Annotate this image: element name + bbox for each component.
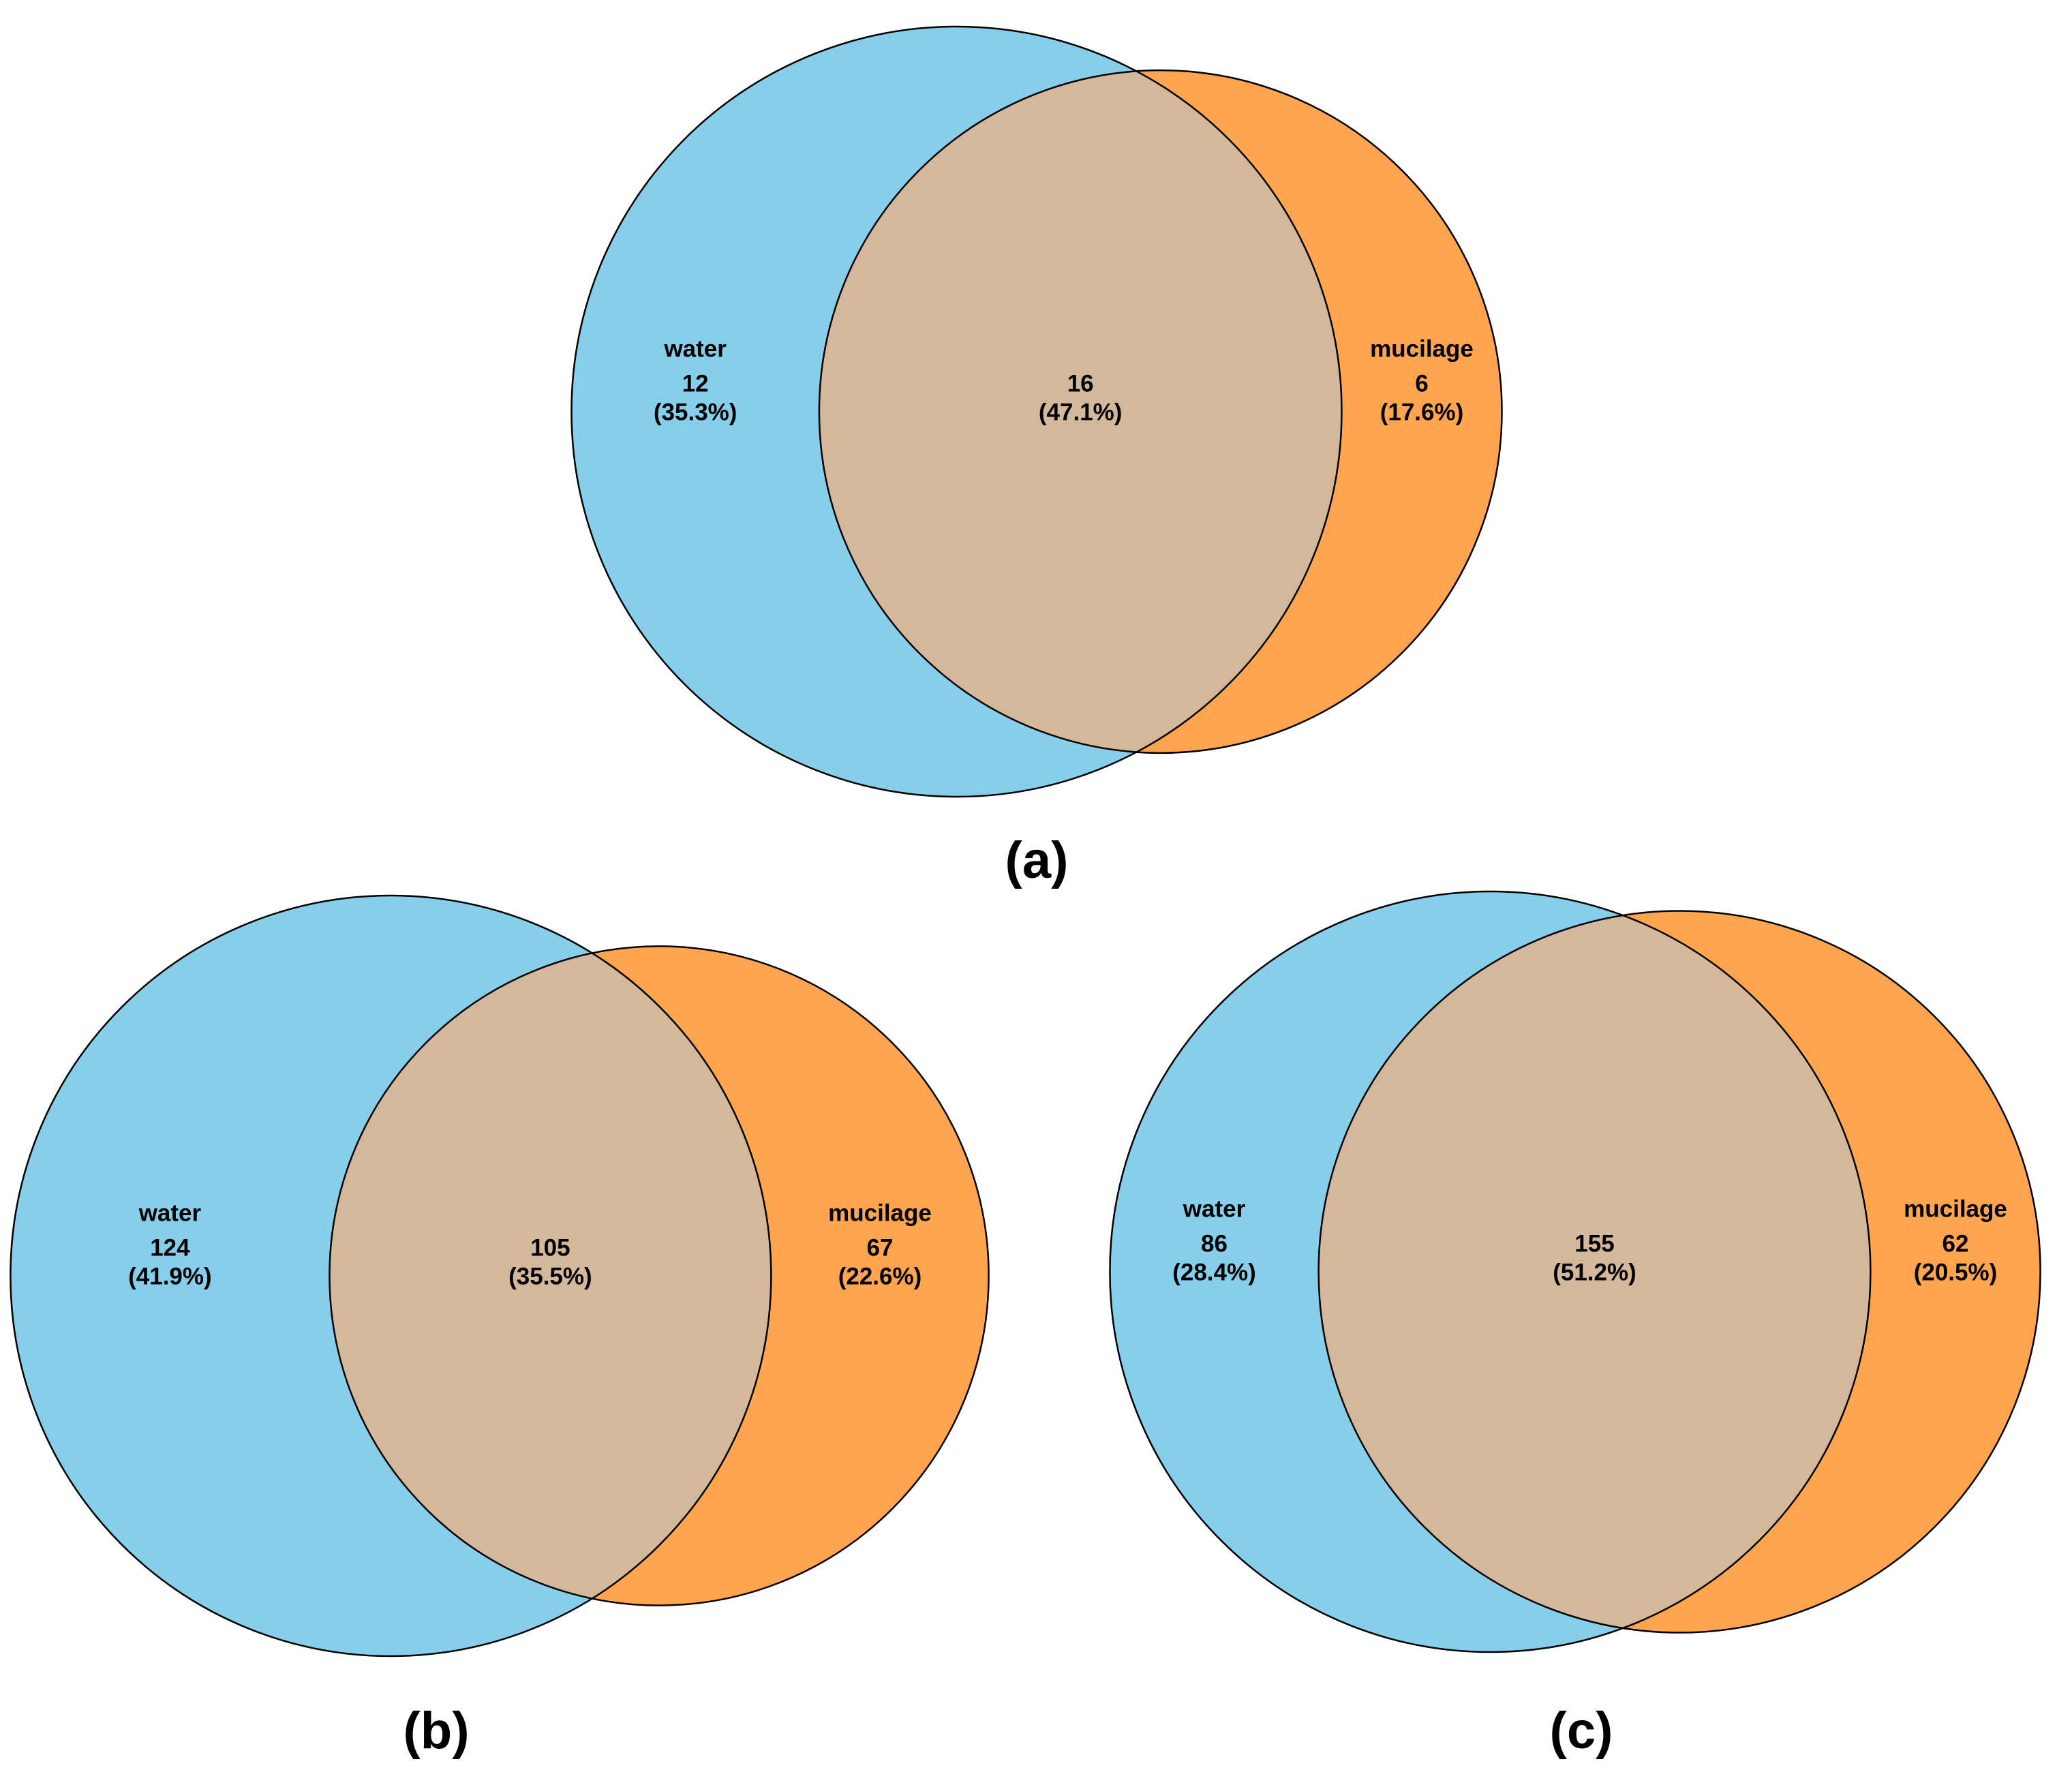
- count-label: 6: [1415, 370, 1428, 397]
- circle-outline: [570, 25, 1343, 798]
- count-label: 105: [530, 1234, 570, 1261]
- panel-label: (c): [1550, 1702, 1613, 1760]
- percent-label: (41.9%): [128, 1263, 212, 1289]
- panel-label: (b): [403, 1702, 469, 1760]
- count-label: 62: [1942, 1230, 1969, 1257]
- percent-label: (20.5%): [1914, 1259, 1998, 1285]
- circle-outline: [1317, 910, 2041, 1634]
- percent-label: (51.2%): [1553, 1259, 1636, 1285]
- circle-outline: [1109, 890, 1872, 1653]
- count-label: 155: [1574, 1230, 1614, 1257]
- set-name: mucilage: [1904, 1195, 2007, 1222]
- percent-label: (22.6%): [838, 1263, 922, 1289]
- set-name: mucilage: [828, 1200, 932, 1226]
- count-label: 124: [150, 1234, 190, 1261]
- set-name: mucilage: [1370, 335, 1474, 362]
- circle-outline: [329, 945, 990, 1606]
- panel-label: (a): [1005, 831, 1069, 889]
- percent-label: (17.6%): [1380, 399, 1464, 425]
- overlap-region: [329, 946, 772, 1606]
- percent-label: (47.1%): [1039, 399, 1123, 425]
- count-label: 16: [1067, 370, 1094, 397]
- count-label: 86: [1201, 1230, 1228, 1257]
- circle-outline: [10, 894, 772, 1658]
- set-name: water: [663, 335, 727, 362]
- count-label: 12: [682, 370, 709, 397]
- percent-label: (28.4%): [1172, 1259, 1256, 1285]
- count-label: 67: [867, 1234, 894, 1261]
- percent-label: (35.5%): [508, 1263, 592, 1289]
- circle-outline: [818, 69, 1503, 754]
- set-name: water: [138, 1200, 202, 1226]
- set-name: water: [1183, 1195, 1246, 1222]
- percent-label: (35.3%): [654, 399, 737, 425]
